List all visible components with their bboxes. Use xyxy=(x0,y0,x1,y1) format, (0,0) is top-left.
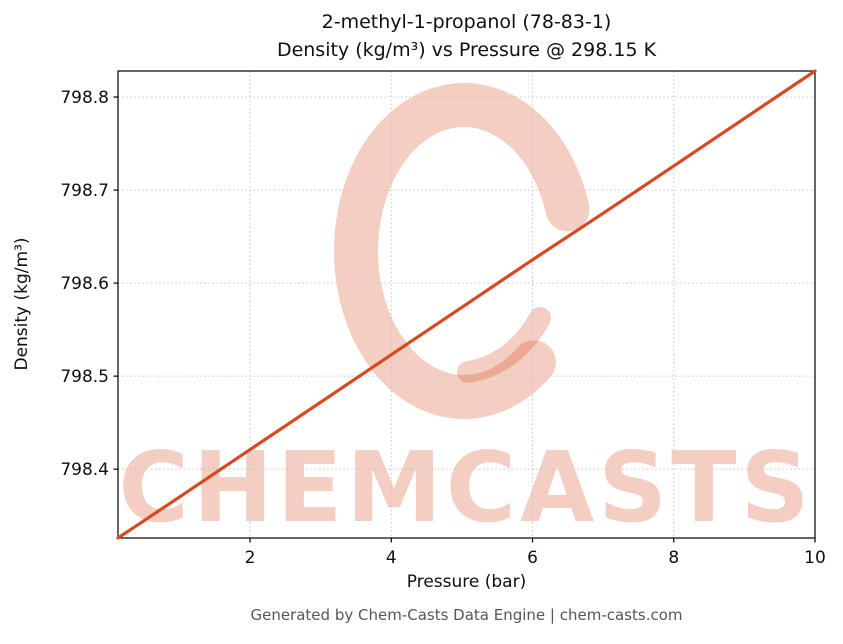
chart-title-line2: Density (kg/m³) vs Pressure @ 298.15 K xyxy=(276,39,657,62)
plot-border xyxy=(117,70,816,539)
y-tick-label: 798.6 xyxy=(60,274,109,294)
watermark-logo-hook xyxy=(457,307,551,383)
y-axis-label: Density (kg/m³) xyxy=(12,237,32,371)
footer-text: Generated by Chem-Casts Data Engine | ch… xyxy=(250,606,683,624)
x-tick-label: 2 xyxy=(245,548,256,568)
watermark-text: CHEMCASTS xyxy=(119,431,814,544)
chart-title: 2-methyl-1-propanol (78-83-1) Density (k… xyxy=(118,8,815,64)
y-tick-label: 798.7 xyxy=(60,181,109,201)
y-tick-label: 798.5 xyxy=(60,367,109,387)
watermark-logo-circle xyxy=(334,83,594,419)
x-tick-label: 6 xyxy=(527,548,538,568)
x-axis-label: Pressure (bar) xyxy=(406,572,527,592)
chart-title-line1: 2-methyl-1-propanol (78-83-1) xyxy=(321,11,612,33)
x-tick-label: 8 xyxy=(668,548,679,568)
x-tick-label: 4 xyxy=(386,548,397,568)
y-tick-label: 798.4 xyxy=(60,460,109,480)
density-vs-pressure-line xyxy=(116,69,817,540)
x-tick-label: 10 xyxy=(804,548,826,568)
y-tick-label: 798.8 xyxy=(60,88,109,108)
